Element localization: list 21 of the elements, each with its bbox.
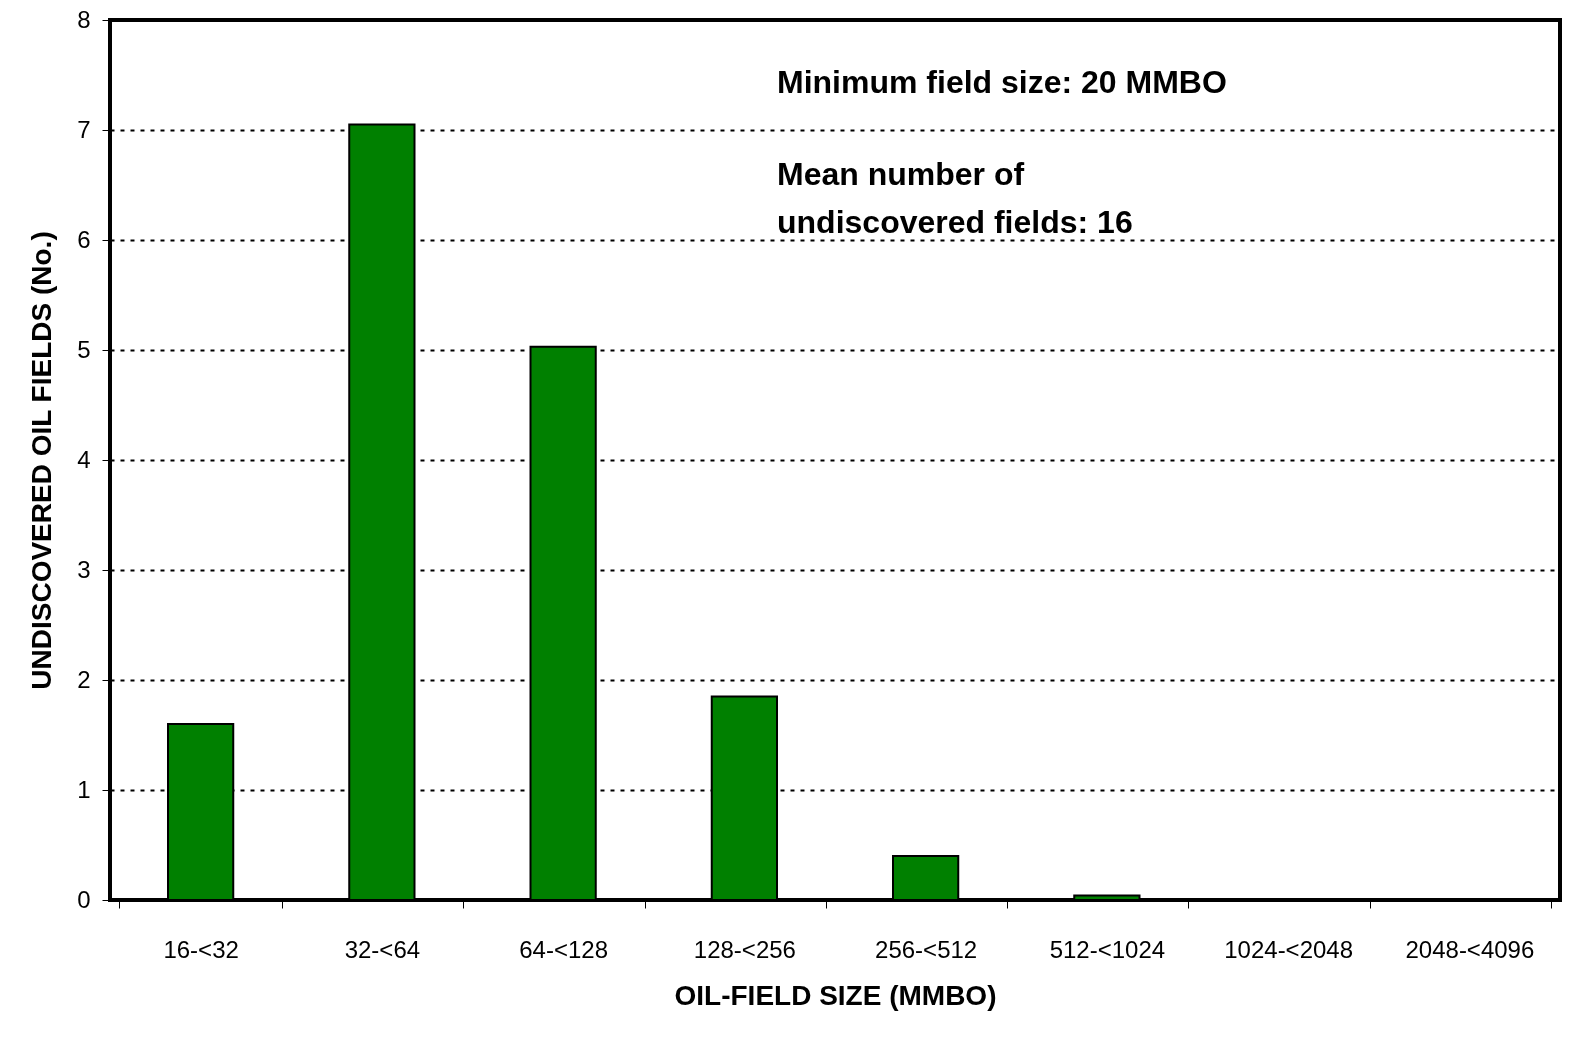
x-tick-label: 32-<64 [344, 935, 421, 963]
y-tick-label: 8 [77, 5, 91, 33]
y-tick-label: 2 [77, 665, 91, 693]
x-axis-title: OIL-FIELD SIZE (MMBO) [674, 979, 997, 1011]
x-tick-label: 16-<32 [163, 935, 239, 963]
y-tick-label: 6 [77, 225, 91, 253]
annotation: Minimum field size: 20 MMBO [777, 64, 1227, 100]
y-tick-label: 7 [77, 115, 91, 143]
y-tick-label: 1 [77, 775, 91, 803]
x-tick-label: 1024-<2048 [1224, 935, 1354, 963]
annotation: Mean number of undiscovered fields: 16 [777, 156, 1133, 240]
y-tick-label: 4 [77, 445, 91, 473]
x-tick-label: 256-<512 [875, 935, 978, 963]
x-tick-label: 512-<1024 [1049, 935, 1166, 963]
x-tick-label: 64-<128 [519, 935, 608, 963]
x-tick-label: 128-<256 [693, 935, 796, 963]
x-tick-label: 2048-<4096 [1405, 935, 1535, 963]
y-tick-label: 0 [77, 885, 91, 913]
y-tick-label: 3 [77, 555, 91, 583]
y-axis-title: UNDISCOVERED OIL FIELDS (No.) [26, 231, 58, 690]
y-tick-label: 5 [77, 335, 91, 363]
